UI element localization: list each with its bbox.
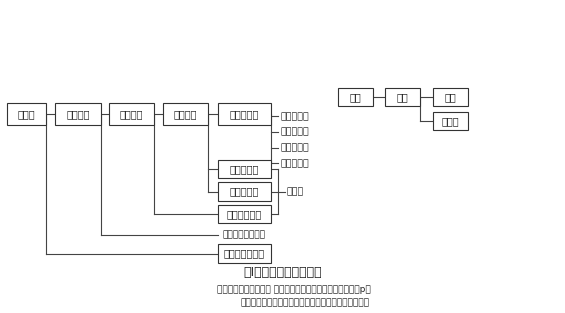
Bar <box>218 205 271 223</box>
Text: 工事原価: 工事原価 <box>120 109 144 119</box>
Bar <box>433 112 468 130</box>
Text: （設計・監理費）: （設計・監理費） <box>223 230 266 239</box>
Bar <box>338 88 373 106</box>
Text: 図Ⅰ－１　工事費の構成: 図Ⅰ－１ 工事費の構成 <box>243 266 322 279</box>
Text: 純工事費: 純工事費 <box>173 109 197 119</box>
Text: 建築工事費: 建築工事費 <box>280 112 309 121</box>
Text: 消費税等相当額: 消費税等相当額 <box>224 249 265 259</box>
Text: 一般管理費等: 一般管理費等 <box>227 209 262 219</box>
Bar <box>163 103 208 125</box>
Text: 付帯工事費: 付帯工事費 <box>280 143 309 152</box>
Text: 直接工事費: 直接工事費 <box>230 109 259 119</box>
Text: 種目: 種目 <box>350 92 361 102</box>
Text: （発行：（一財）建築コスト管理システム研究所））: （発行：（一財）建築コスト管理システム研究所）） <box>241 298 370 307</box>
Text: 共通仮設費: 共通仮設費 <box>230 164 259 174</box>
Text: 現場管理費: 現場管理費 <box>230 187 259 197</box>
Text: 科目: 科目 <box>397 92 408 102</box>
Bar <box>218 182 271 201</box>
Text: （参考：「令和５年版 建築工事内訳書標準書式・同解説」p３: （参考：「令和５年版 建築工事内訳書標準書式・同解説」p３ <box>217 285 371 294</box>
Bar <box>218 103 271 125</box>
Bar <box>385 88 420 106</box>
Text: 共通費: 共通費 <box>286 187 304 196</box>
Bar <box>109 103 154 125</box>
Text: 工事費: 工事費 <box>18 109 36 119</box>
Text: 細目: 細目 <box>445 92 456 102</box>
Bar <box>218 244 271 263</box>
Text: 中科目: 中科目 <box>441 116 459 126</box>
Bar <box>433 88 468 106</box>
Text: 工事価格: 工事価格 <box>66 109 90 119</box>
Bar <box>7 103 46 125</box>
Bar <box>55 103 101 125</box>
Text: 設備工事費: 設備工事費 <box>280 128 309 136</box>
Text: とりこわし: とりこわし <box>280 159 309 168</box>
Bar <box>218 160 271 178</box>
